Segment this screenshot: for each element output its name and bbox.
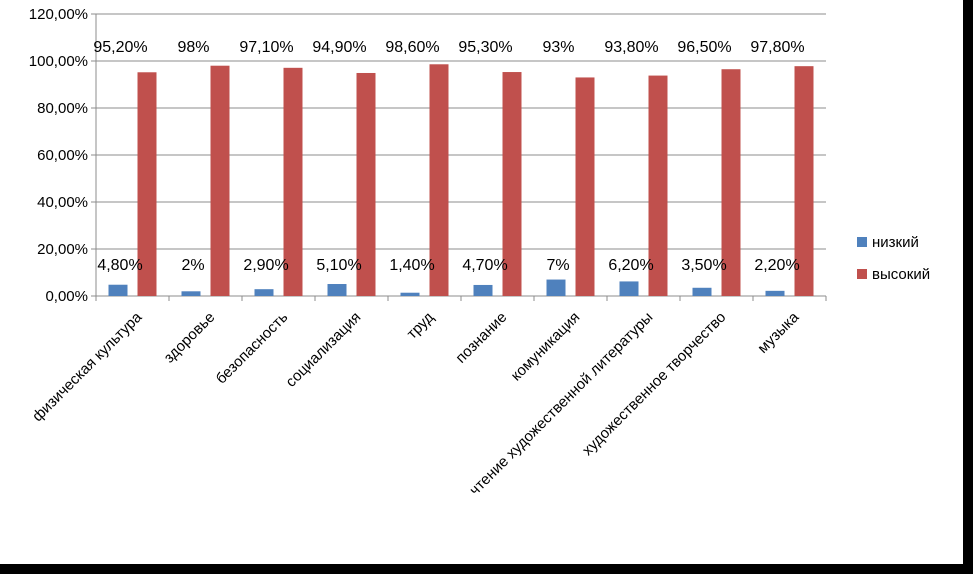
legend-swatch (857, 237, 867, 247)
bar-low (327, 284, 347, 296)
category-label: художественное творчество (579, 309, 729, 459)
bar-low (619, 281, 639, 296)
bar-high (429, 64, 449, 296)
category-label: безопасность (213, 309, 292, 388)
data-label-low: 5,10% (316, 257, 361, 274)
data-label-high: 98% (177, 39, 209, 56)
data-label-high: 98,60% (385, 39, 439, 56)
category-label: труд (404, 309, 438, 343)
data-label-high: 93% (542, 39, 574, 56)
bar-low (473, 284, 493, 296)
bar-high (721, 69, 741, 296)
axes: 0,00% 20,00% 40,00% 60,00% 80,00% 100,00% 120,… (29, 6, 827, 305)
bar-high (502, 72, 522, 296)
data-label-low: 2% (181, 257, 204, 274)
data-label-low: 3,50% (681, 257, 726, 274)
data-label-low: 4,80% (97, 257, 142, 274)
category-label: комуникация (508, 309, 584, 385)
category-label: познание (452, 309, 510, 367)
bar-high (575, 77, 595, 296)
bar-high (283, 67, 303, 296)
bar-high (648, 75, 668, 296)
data-label-high: 96,50% (677, 39, 731, 56)
bar-low (765, 290, 785, 296)
legend-swatch (857, 269, 867, 279)
category-label: социализация (282, 309, 364, 391)
y-tick-label: 40,00% (37, 194, 88, 211)
bar-high (356, 72, 376, 296)
data-label-low: 2,20% (754, 257, 799, 274)
bar-high (210, 65, 230, 296)
data-label-high: 97,80% (750, 39, 804, 56)
bars (108, 64, 814, 296)
data-label-high: 93,80% (604, 39, 658, 56)
y-tick-label: 0,00% (45, 288, 88, 305)
data-labels: 4,80% 95,20% 2% 98% 2,90% 97,10% 5,10% 94,90% 1,… (93, 39, 804, 274)
data-label-high: 95,30% (458, 39, 512, 56)
category-labels: физическая культура здоровьебезопасностьс… (29, 308, 803, 499)
legend: низкий высокий (857, 234, 930, 283)
y-tick-label: 120,00% (29, 6, 88, 23)
data-label-low: 7% (546, 257, 569, 274)
legend-label: низкий (872, 234, 919, 251)
bar-low (400, 292, 420, 296)
bar-high (137, 72, 157, 296)
bar-chart: 0,00% 20,00% 40,00% 60,00% 80,00% 100,00% 120,… (29, 6, 930, 499)
bar-low (181, 291, 201, 296)
bar-low (546, 279, 566, 296)
y-tick-label: 60,00% (37, 147, 88, 164)
data-label-high: 97,10% (239, 39, 293, 56)
data-label-low: 2,90% (243, 257, 288, 274)
data-label-high: 95,20% (93, 39, 147, 56)
bar-low (692, 287, 712, 296)
y-tick-label: 80,00% (37, 100, 88, 117)
data-label-low: 6,20% (608, 257, 653, 274)
data-label-high: 94,90% (312, 39, 366, 56)
y-tick-label: 20,00% (37, 241, 88, 258)
legend-label: высокий (872, 266, 930, 283)
bar-low (254, 289, 274, 296)
data-label-low: 1,40% (389, 257, 434, 274)
category-label: физическая культура (29, 308, 146, 425)
chart-frame: 0,00% 20,00% 40,00% 60,00% 80,00% 100,00% 120,… (0, 0, 963, 564)
category-label: здоровье (161, 309, 219, 367)
category-label: музыка (754, 308, 802, 356)
bar-high (794, 66, 814, 296)
data-label-low: 4,70% (462, 257, 507, 274)
bar-low (108, 284, 128, 296)
y-tick-label: 100,00% (29, 53, 88, 70)
